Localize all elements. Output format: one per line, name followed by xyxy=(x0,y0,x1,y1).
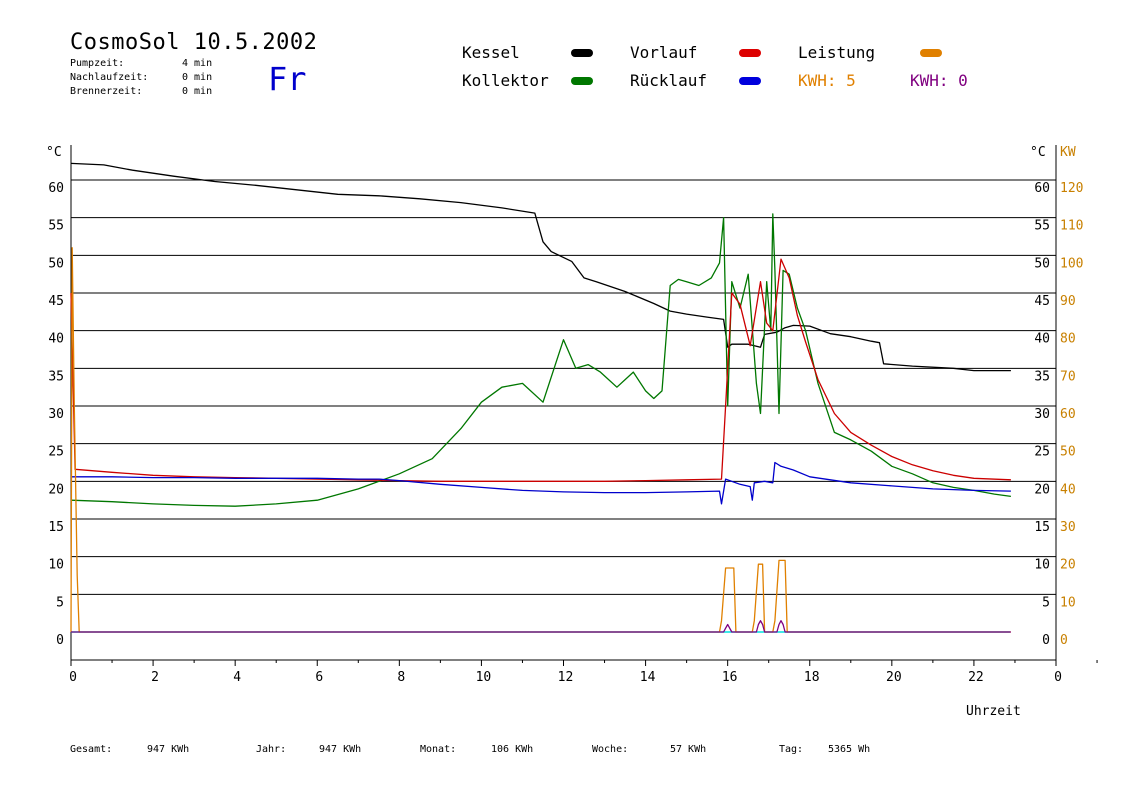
y-tick-label-right: 50 xyxy=(1034,256,1050,271)
y-axis-unit-left: °C xyxy=(46,145,62,160)
x-tick-label: 16 xyxy=(722,670,738,685)
y2-tick-label: 110 xyxy=(1060,219,1083,234)
x-tick-label: 0 xyxy=(69,670,77,685)
legend-ruecklauf-swatch xyxy=(739,77,761,85)
y-tick-label: 30 xyxy=(48,407,64,422)
y-tick-label: 5 xyxy=(56,595,64,610)
legend-kwh-total: KWH: 5 xyxy=(798,71,856,90)
legend-kessel-label: Kessel xyxy=(462,43,520,62)
y-tick-label-right: 0 xyxy=(1042,633,1050,648)
y2-tick-label: 10 xyxy=(1060,595,1076,610)
y-tick-label: 55 xyxy=(48,219,64,234)
y-tick-label-right: 45 xyxy=(1034,294,1050,309)
x-tick-label: 6 xyxy=(315,670,323,685)
legend-leistung-label: Leistung xyxy=(798,43,876,62)
stat-label-nachlaufzeit: Nachlaufzeit: xyxy=(70,72,149,83)
stat-value-nachlaufzeit: 0 min xyxy=(182,72,213,83)
footer-monat-label: Monat: xyxy=(420,744,457,755)
y2-tick-label: 80 xyxy=(1060,332,1076,347)
y2-tick-label: 100 xyxy=(1060,256,1083,271)
y2-tick-label: 30 xyxy=(1060,520,1076,535)
page-title: CosmoSol 10.5.2002 xyxy=(70,30,318,55)
y-tick-label: 45 xyxy=(48,294,64,309)
legend-vorlauf-label: Vorlauf xyxy=(630,43,698,62)
y-tick-label-right: 55 xyxy=(1034,219,1050,234)
x-tick-label: 0 xyxy=(1054,670,1062,685)
stat-label-brennerzeit: Brennerzeit: xyxy=(70,86,143,97)
legend-kollektor-swatch xyxy=(571,77,593,85)
footer-tag-label: Tag: xyxy=(779,744,804,755)
stat-value-brennerzeit: 0 min xyxy=(182,86,213,97)
footer-tag-value: 5365 Wh xyxy=(828,744,871,755)
stat-label-pumpzeit: Pumpzeit: xyxy=(70,58,125,69)
x-tick-label: 12 xyxy=(558,670,574,685)
y-tick-label: 50 xyxy=(48,256,64,271)
y2-tick-label: 40 xyxy=(1060,482,1076,497)
footer-jahr-label: Jahr: xyxy=(256,744,287,755)
x-axis-label: Uhrzeit xyxy=(966,704,1021,719)
y-tick-label-right: 5 xyxy=(1042,595,1050,610)
y-tick-label: 60 xyxy=(48,181,64,196)
footer-woche-value: 57 KWh xyxy=(670,744,707,755)
x-tick-label: 10 xyxy=(476,670,492,685)
legend-ruecklauf-label: Rücklauf xyxy=(630,71,708,90)
series-line-leistung xyxy=(70,247,1011,633)
y-tick-label-right: 10 xyxy=(1034,558,1050,573)
x-tick-label: 14 xyxy=(640,670,656,685)
y-tick-label: 35 xyxy=(48,369,64,384)
y-tick-label: 15 xyxy=(48,520,64,535)
x-tick-label: 18 xyxy=(804,670,820,685)
x-tick-label: 2 xyxy=(151,670,159,685)
y2-axis-unit: KW xyxy=(1060,145,1076,160)
footer-gesamt-label: Gesamt: xyxy=(70,744,113,755)
x-tick-label: 22 xyxy=(968,670,984,685)
series-line-vorlauf xyxy=(70,258,1011,482)
legend-kollektor-label: Kollektor xyxy=(462,71,549,90)
y-tick-label-right: 30 xyxy=(1034,407,1050,422)
y2-tick-label: 0 xyxy=(1060,633,1068,648)
y2-tick-label: 120 xyxy=(1060,181,1083,196)
y-tick-label: 10 xyxy=(48,558,64,573)
y-tick-label: 25 xyxy=(48,445,64,460)
legend-leistung-swatch xyxy=(920,49,942,57)
series-line-kessel xyxy=(70,162,1011,372)
footer-monat-value: 106 KWh xyxy=(491,744,534,755)
y-tick-label-right: 15 xyxy=(1034,520,1050,535)
footer-gesamt-value: 947 KWh xyxy=(147,744,190,755)
footer-woche-label: Woche: xyxy=(592,744,629,755)
y2-tick-label: 20 xyxy=(1060,558,1076,573)
y-tick-label-right: 40 xyxy=(1034,332,1050,347)
y-tick-label-right: 20 xyxy=(1034,482,1050,497)
y-tick-label: 40 xyxy=(48,332,64,347)
legend-kwh-secondary: KWH: 0 xyxy=(910,71,968,90)
y-tick-label: 0 xyxy=(56,633,64,648)
series-line-ruecklauf xyxy=(71,461,1011,505)
x-tick-label: 8 xyxy=(397,670,405,685)
y-tick-label-right: 25 xyxy=(1034,445,1050,460)
legend-vorlauf-swatch xyxy=(739,49,761,57)
y2-tick-label: 70 xyxy=(1060,369,1076,384)
stat-value-pumpzeit: 4 min xyxy=(182,58,213,69)
y-tick-label: 20 xyxy=(48,482,64,497)
series-line-kollektor xyxy=(70,213,1011,507)
y-tick-label-right: 60 xyxy=(1034,181,1050,196)
y-tick-label-right: 35 xyxy=(1034,369,1050,384)
series-line-kwh2 xyxy=(71,620,1011,633)
y2-tick-label: 60 xyxy=(1060,407,1076,422)
legend-kessel-swatch xyxy=(571,49,593,57)
y2-tick-label: 90 xyxy=(1060,294,1076,309)
y2-tick-label: 50 xyxy=(1060,445,1076,460)
x-tick-label: 20 xyxy=(886,670,902,685)
weekday-label: Fr xyxy=(268,60,307,98)
x-tick-label: 4 xyxy=(233,670,241,685)
footer-jahr-value: 947 KWh xyxy=(319,744,362,755)
y-axis-unit-right: °C xyxy=(1030,145,1046,160)
